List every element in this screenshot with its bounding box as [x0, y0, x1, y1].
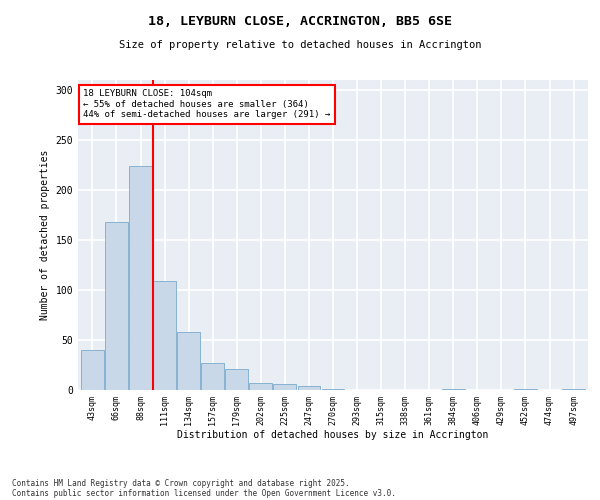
Y-axis label: Number of detached properties: Number of detached properties	[40, 150, 50, 320]
Bar	[226, 369, 248, 390]
Bar	[129, 166, 152, 390]
Bar	[514, 389, 537, 390]
Bar	[562, 389, 585, 390]
X-axis label: Distribution of detached houses by size in Accrington: Distribution of detached houses by size …	[178, 430, 488, 440]
Bar	[153, 281, 176, 390]
Text: Size of property relative to detached houses in Accrington: Size of property relative to detached ho…	[119, 40, 481, 50]
Bar	[250, 383, 272, 390]
Bar	[298, 386, 320, 390]
Bar	[274, 384, 296, 390]
Text: 18, LEYBURN CLOSE, ACCRINGTON, BB5 6SE: 18, LEYBURN CLOSE, ACCRINGTON, BB5 6SE	[148, 15, 452, 28]
Text: Contains public sector information licensed under the Open Government Licence v3: Contains public sector information licen…	[12, 488, 396, 498]
Text: 18 LEYBURN CLOSE: 104sqm
← 55% of detached houses are smaller (364)
44% of semi-: 18 LEYBURN CLOSE: 104sqm ← 55% of detach…	[83, 90, 331, 119]
Bar	[201, 363, 224, 390]
Bar	[81, 350, 104, 390]
Text: Contains HM Land Registry data © Crown copyright and database right 2025.: Contains HM Land Registry data © Crown c…	[12, 478, 350, 488]
Bar	[177, 332, 200, 390]
Bar	[442, 389, 465, 390]
Bar	[105, 222, 128, 390]
Bar	[322, 389, 344, 390]
